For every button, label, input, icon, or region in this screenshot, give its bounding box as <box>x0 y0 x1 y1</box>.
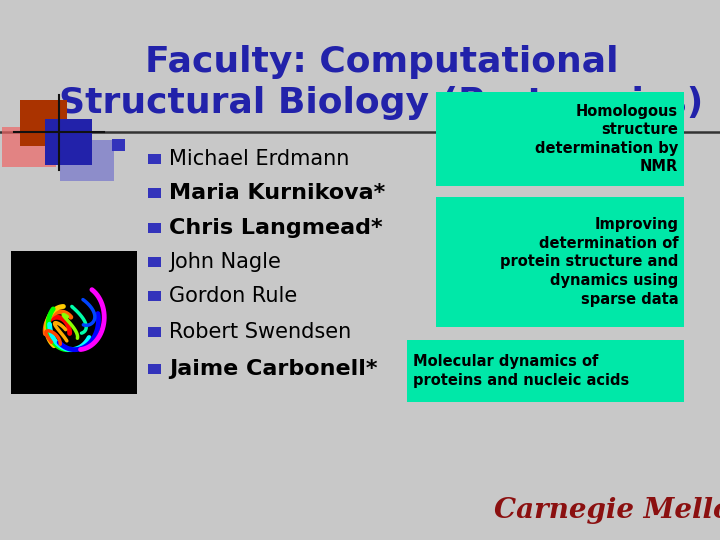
Text: Carnegie Mellon: Carnegie Mellon <box>494 497 720 524</box>
Text: Homologous
structure
determination by
NMR: Homologous structure determination by NM… <box>535 104 678 174</box>
Text: Gordon Rule: Gordon Rule <box>169 286 297 306</box>
Bar <box>148 291 161 301</box>
Bar <box>20 100 67 146</box>
Bar <box>436 197 684 327</box>
Bar <box>148 154 161 164</box>
Bar <box>45 119 92 165</box>
Bar <box>2 127 56 167</box>
Bar <box>148 364 161 374</box>
Bar <box>407 340 684 402</box>
Text: Jaime Carbonell*: Jaime Carbonell* <box>169 359 378 379</box>
Bar <box>11 251 137 394</box>
Text: Chris Langmead*: Chris Langmead* <box>169 218 383 238</box>
Text: Structural Biology (Proteomics): Structural Biology (Proteomics) <box>60 86 703 119</box>
Text: Robert Swendsen: Robert Swendsen <box>169 322 351 342</box>
Bar <box>148 327 161 337</box>
Bar <box>148 223 161 233</box>
Text: Michael Erdmann: Michael Erdmann <box>169 149 350 170</box>
Bar <box>112 139 125 151</box>
Text: Improving
determination of
protein structure and
dynamics using
sparse data: Improving determination of protein struc… <box>500 217 678 307</box>
Text: Molecular dynamics of
proteins and nucleic acids: Molecular dynamics of proteins and nucle… <box>413 354 629 388</box>
Bar <box>436 92 684 186</box>
Bar <box>148 257 161 267</box>
Text: Maria Kurnikova*: Maria Kurnikova* <box>169 183 385 203</box>
Text: John Nagle: John Nagle <box>169 252 281 272</box>
Text: Faculty: Computational: Faculty: Computational <box>145 45 618 79</box>
Bar <box>60 140 114 181</box>
Bar <box>148 188 161 198</box>
